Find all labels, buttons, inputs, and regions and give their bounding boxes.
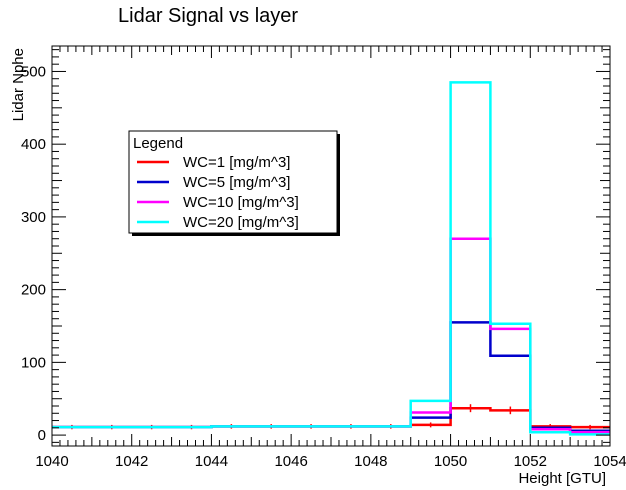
legend-label-0: WC=1 [mg/m^3] xyxy=(183,154,290,171)
series-2 xyxy=(52,237,610,434)
legend-label-1: WC=5 [mg/m^3] xyxy=(183,174,290,191)
x-tick-label: 1046 xyxy=(274,453,307,470)
x-tick-label: 1052 xyxy=(514,453,547,470)
x-tick-label: 1048 xyxy=(354,453,387,470)
chart-title: Lidar Signal vs layer xyxy=(118,5,298,27)
series-1 xyxy=(52,321,610,432)
legend-label-2: WC=10 [mg/m^3] xyxy=(183,194,299,211)
legend-label-3: WC=20 [mg/m^3] xyxy=(183,214,299,231)
axes: 1040 1042 1044 1046 1048 1050 1052 1054 0 100 200 3… xyxy=(21,45,626,470)
x-tick-label: 1042 xyxy=(115,453,148,470)
plot-frame xyxy=(51,45,611,447)
y-tick-label: 400 xyxy=(21,136,46,153)
y-axis-title: Lidar Nphe xyxy=(10,48,27,121)
series-line-1 xyxy=(52,321,610,432)
legend-title: Legend xyxy=(133,135,183,152)
x-tick-label: 1040 xyxy=(35,453,68,470)
y-tick-label: 300 xyxy=(21,209,46,226)
series-line-2 xyxy=(52,237,610,434)
x-tick-label: 1044 xyxy=(195,453,228,470)
y-tick-label: 0 xyxy=(38,427,46,444)
x-tick-label: 1054 xyxy=(593,453,626,470)
plot-area xyxy=(52,81,610,436)
series-line-3 xyxy=(52,81,610,436)
x-tick-label: 1050 xyxy=(434,453,467,470)
series-line-0 xyxy=(52,406,610,429)
y-tick-label: 500 xyxy=(21,63,46,80)
y-tick-label: 100 xyxy=(21,354,46,371)
x-axis-title: Height [GTU] xyxy=(518,470,606,487)
series-3 xyxy=(52,81,610,436)
y-tick-label: 200 xyxy=(21,282,46,299)
